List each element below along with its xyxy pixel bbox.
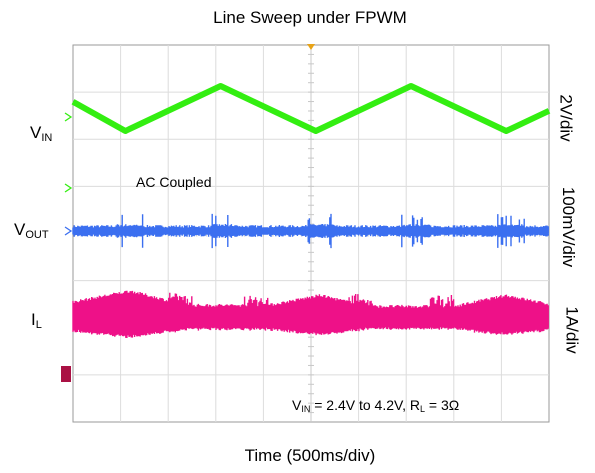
traces: [71, 83, 551, 338]
il-scale-label: 1A/div: [562, 306, 582, 354]
vin-scale-label: 2V/div: [556, 94, 576, 142]
ch2-channel-marker: [64, 183, 73, 193]
vin-trace: [71, 83, 551, 134]
vout-scale-label: 100mV/div: [559, 186, 579, 268]
il-channel-marker: [61, 366, 71, 382]
x-axis-label: Time (500ms/div): [244, 446, 376, 465]
il-label: IL: [31, 310, 42, 331]
vin-channel-marker: [64, 112, 73, 122]
vout-channel-marker: [64, 226, 73, 236]
chart-title: Line Sweep under FPWM: [213, 8, 407, 27]
vin-label: VIN: [30, 123, 53, 144]
coupling-annotation: AC Coupled: [136, 174, 212, 190]
conditions-annotation: VIN = 2.4V to 4.2V, RL = 3Ω: [292, 397, 460, 414]
vout-trace: [72, 213, 549, 249]
trigger-marker: [307, 44, 315, 50]
il-trace: [72, 290, 549, 338]
channel-markers: [61, 44, 315, 382]
vout-label: VOUT: [14, 220, 49, 241]
